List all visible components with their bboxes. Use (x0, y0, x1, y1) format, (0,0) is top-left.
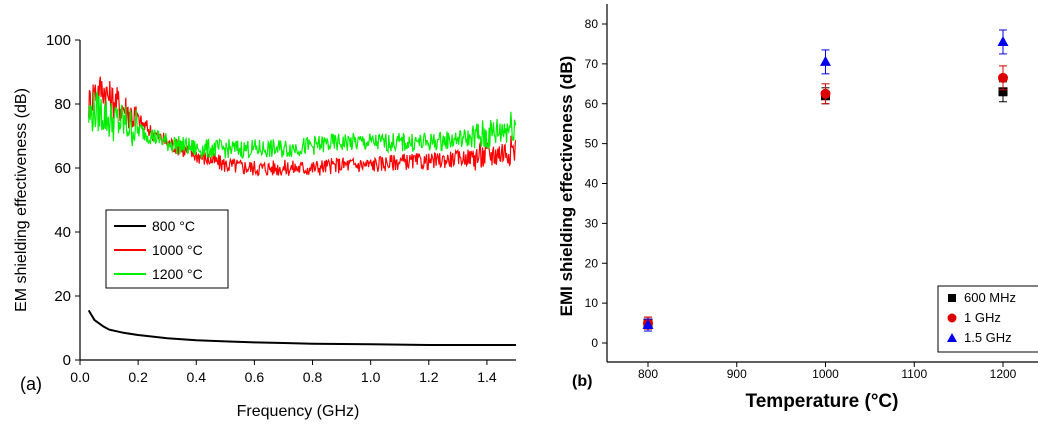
data-point-600-mhz (998, 87, 1008, 97)
chart-b-legend: 600 MHz 1 GHz 1.5 GHz (937, 285, 1038, 353)
chart-a-x-tick-label: 0.6 (245, 369, 265, 385)
chart-a-y-tick-label: 60 (54, 160, 71, 177)
data-point-1-ghz (820, 88, 831, 99)
chart-a-legend: 800 °C 1000 °C 1200 °C (105, 209, 229, 289)
legend-label-1000c: 1000 °C (152, 242, 203, 258)
data-point-1-5-ghz (642, 319, 654, 330)
chart-a-x-axis-label: Frequency (GHz) (237, 403, 360, 420)
chart-b-y-tick-label: 50 (585, 137, 599, 151)
data-point-1-5-ghz (820, 55, 831, 66)
chart-b-y-tick-label: 20 (585, 256, 599, 270)
chart-b-plot-area (642, 29, 1009, 332)
legend-label-1-5ghz: 1.5 GHz (964, 330, 1012, 345)
chart-a-x-tick-label: 1.0 (361, 369, 381, 385)
chart-b-x-tick-label: 900 (727, 367, 747, 381)
chart-a-y-tick-label: 0 (63, 352, 71, 369)
chart-b-x-tick-label: 800 (638, 367, 658, 381)
data-point-1-5-ghz (997, 35, 1009, 46)
chart-a-x-tick-label: 0.2 (128, 369, 148, 385)
chart-b-y-tick-label: 60 (585, 97, 599, 111)
chart-a-x-tick-label: 1.4 (477, 369, 497, 385)
chart-a-x-tick-label: 0.8 (303, 369, 323, 385)
chart-b-ticks: 800 900 1000 1100 1200 0 10 20 30 40 50 60 70 80 (585, 17, 1017, 381)
legend-label-1200c: 1200 °C (152, 266, 203, 282)
legend-label-800c: 800 °C (152, 218, 195, 234)
chart-b-y-axis-label: EMI shielding effectiveness (dB) (557, 56, 576, 317)
series-line-1000-c (88, 76, 516, 177)
chart-a-x-tick-label: 0.0 (70, 369, 90, 385)
legend-marker-triangle (947, 333, 957, 342)
series-line-800-c (87, 309, 516, 346)
chart-a-plot-area (87, 76, 516, 346)
chart-a-ticks: 0.0 0.2 0.4 0.6 0.8 1.0 1.2 1.4 0 20 40 60 80 100 (46, 32, 497, 385)
legend-marker-square (948, 294, 956, 302)
chart-b-x-tick-label: 1000 (812, 367, 839, 381)
chart-a-y-axis-label: EM shielding effectiveness (dB) (13, 88, 30, 312)
chart-b-y-tick-label: 80 (585, 17, 599, 31)
chart-b-y-tick-label: 0 (591, 336, 598, 350)
chart-a-panel-label: (a) (20, 374, 42, 394)
chart-b-x-axis-label: Temperature (°C) (746, 391, 899, 412)
chart-b-y-tick-label: 70 (585, 57, 599, 71)
chart-a-y-tick-label: 40 (54, 224, 71, 241)
chart-b-x-tick-label: 1200 (990, 367, 1017, 381)
chart-a-y-tick-label: 20 (54, 288, 71, 305)
legend-marker-circle (947, 313, 957, 323)
chart-b-x-tick-label: 1100 (901, 367, 927, 381)
chart-a-x-tick-label: 1.2 (419, 369, 439, 385)
chart-b-panel-label: (b) (572, 373, 592, 390)
chart-b-y-tick-label: 40 (585, 177, 599, 191)
chart-b: 800 900 1000 1100 1200 0 10 20 30 40 50 60 70 80 EMI … (557, 4, 1038, 412)
legend-label-1ghz: 1 GHz (964, 310, 1001, 325)
chart-b-y-tick-label: 10 (585, 296, 599, 310)
legend-label-600mhz: 600 MHz (964, 290, 1016, 305)
chart-a-y-tick-label: 100 (46, 32, 71, 49)
chart-a: 0.0 0.2 0.4 0.6 0.8 1.0 1.2 1.4 0 20 40 60 80 100 EM … (13, 32, 516, 420)
series-line-1200-c (88, 91, 516, 159)
chart-b-y-tick-label: 30 (585, 216, 599, 230)
chart-a-x-tick-label: 0.4 (187, 369, 207, 385)
chart-a-y-tick-label: 80 (54, 96, 71, 113)
data-point-1-ghz (998, 72, 1008, 83)
